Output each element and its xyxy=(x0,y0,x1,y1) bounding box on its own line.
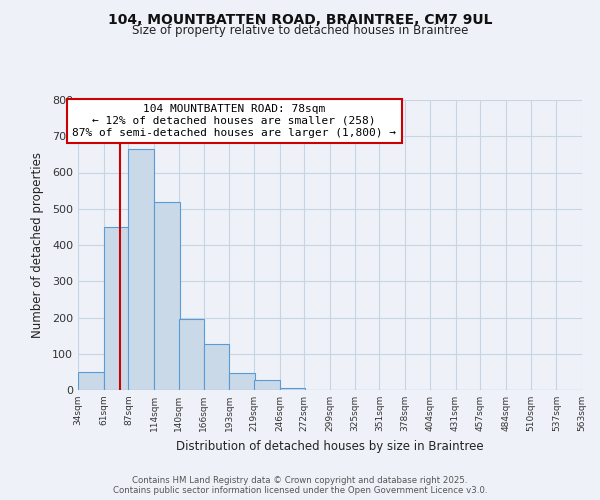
Bar xyxy=(179,318,205,390)
Bar xyxy=(154,202,180,390)
X-axis label: Distribution of detached houses by size in Braintree: Distribution of detached houses by size … xyxy=(176,440,484,452)
Text: 104 MOUNTBATTEN ROAD: 78sqm
← 12% of detached houses are smaller (258)
87% of se: 104 MOUNTBATTEN ROAD: 78sqm ← 12% of det… xyxy=(72,104,396,138)
Bar xyxy=(203,344,229,390)
Text: 104, MOUNTBATTEN ROAD, BRAINTREE, CM7 9UL: 104, MOUNTBATTEN ROAD, BRAINTREE, CM7 9U… xyxy=(108,12,492,26)
Text: Contains public sector information licensed under the Open Government Licence v3: Contains public sector information licen… xyxy=(113,486,487,495)
Bar xyxy=(104,227,130,390)
Text: Contains HM Land Registry data © Crown copyright and database right 2025.: Contains HM Land Registry data © Crown c… xyxy=(132,476,468,485)
Bar xyxy=(254,380,280,390)
Bar xyxy=(229,372,255,390)
Bar xyxy=(128,149,154,390)
Text: Size of property relative to detached houses in Braintree: Size of property relative to detached ho… xyxy=(132,24,468,37)
Bar xyxy=(78,372,104,390)
Bar xyxy=(280,388,305,390)
Y-axis label: Number of detached properties: Number of detached properties xyxy=(31,152,44,338)
